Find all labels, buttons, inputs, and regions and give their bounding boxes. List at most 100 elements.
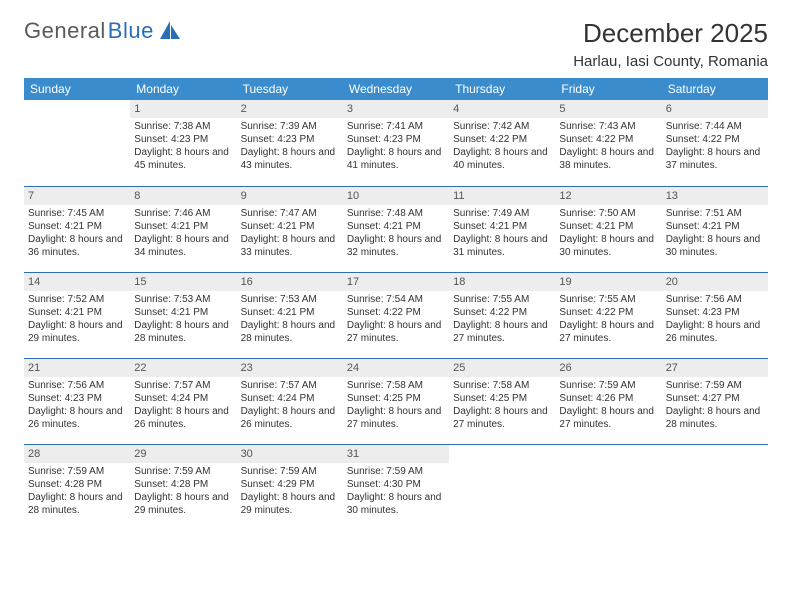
sunrise-text: Sunrise: 7:54 AM bbox=[347, 293, 445, 306]
weekday-header: Saturday bbox=[662, 78, 768, 100]
calendar-day-cell: 5Sunrise: 7:43 AMSunset: 4:22 PMDaylight… bbox=[555, 100, 661, 186]
day-body: Sunrise: 7:47 AMSunset: 4:21 PMDaylight:… bbox=[237, 205, 343, 263]
calendar-day-cell: 17Sunrise: 7:54 AMSunset: 4:22 PMDayligh… bbox=[343, 272, 449, 358]
sunrise-text: Sunrise: 7:59 AM bbox=[666, 379, 764, 392]
daylight-text: Daylight: 8 hours and 41 minutes. bbox=[347, 146, 445, 172]
sunrise-text: Sunrise: 7:52 AM bbox=[28, 293, 126, 306]
day-body: Sunrise: 7:59 AMSunset: 4:27 PMDaylight:… bbox=[662, 377, 768, 435]
day-body: Sunrise: 7:56 AMSunset: 4:23 PMDaylight:… bbox=[662, 291, 768, 349]
daylight-text: Daylight: 8 hours and 26 minutes. bbox=[241, 405, 339, 431]
day-body: Sunrise: 7:59 AMSunset: 4:28 PMDaylight:… bbox=[130, 463, 236, 521]
day-number: 27 bbox=[662, 359, 768, 377]
sunrise-text: Sunrise: 7:45 AM bbox=[28, 207, 126, 220]
daylight-text: Daylight: 8 hours and 37 minutes. bbox=[666, 146, 764, 172]
daylight-text: Daylight: 8 hours and 29 minutes. bbox=[241, 491, 339, 517]
calendar-day-cell: 30Sunrise: 7:59 AMSunset: 4:29 PMDayligh… bbox=[237, 444, 343, 530]
calendar-day-cell: 7Sunrise: 7:45 AMSunset: 4:21 PMDaylight… bbox=[24, 186, 130, 272]
sunset-text: Sunset: 4:21 PM bbox=[134, 306, 232, 319]
daylight-text: Daylight: 8 hours and 28 minutes. bbox=[666, 405, 764, 431]
sunrise-text: Sunrise: 7:53 AM bbox=[134, 293, 232, 306]
sunset-text: Sunset: 4:21 PM bbox=[241, 220, 339, 233]
logo-sail-icon bbox=[160, 21, 182, 41]
sunrise-text: Sunrise: 7:59 AM bbox=[134, 465, 232, 478]
daylight-text: Daylight: 8 hours and 30 minutes. bbox=[666, 233, 764, 259]
sunrise-text: Sunrise: 7:57 AM bbox=[241, 379, 339, 392]
day-number: 5 bbox=[555, 100, 661, 118]
day-number: 26 bbox=[555, 359, 661, 377]
day-number: 21 bbox=[24, 359, 130, 377]
weekday-header: Thursday bbox=[449, 78, 555, 100]
daylight-text: Daylight: 8 hours and 26 minutes. bbox=[666, 319, 764, 345]
calendar-day-cell: 3Sunrise: 7:41 AMSunset: 4:23 PMDaylight… bbox=[343, 100, 449, 186]
daylight-text: Daylight: 8 hours and 32 minutes. bbox=[347, 233, 445, 259]
sunrise-text: Sunrise: 7:53 AM bbox=[241, 293, 339, 306]
daylight-text: Daylight: 8 hours and 36 minutes. bbox=[28, 233, 126, 259]
calendar-day-cell: 31Sunrise: 7:59 AMSunset: 4:30 PMDayligh… bbox=[343, 444, 449, 530]
sunset-text: Sunset: 4:27 PM bbox=[666, 392, 764, 405]
calendar-day-cell: 18Sunrise: 7:55 AMSunset: 4:22 PMDayligh… bbox=[449, 272, 555, 358]
calendar-week-row: 14Sunrise: 7:52 AMSunset: 4:21 PMDayligh… bbox=[24, 272, 768, 358]
day-number: 29 bbox=[130, 445, 236, 463]
daylight-text: Daylight: 8 hours and 40 minutes. bbox=[453, 146, 551, 172]
day-number: 8 bbox=[130, 187, 236, 205]
day-number: 28 bbox=[24, 445, 130, 463]
weekday-header: Wednesday bbox=[343, 78, 449, 100]
calendar-day-cell: 8Sunrise: 7:46 AMSunset: 4:21 PMDaylight… bbox=[130, 186, 236, 272]
sunrise-text: Sunrise: 7:47 AM bbox=[241, 207, 339, 220]
day-body: Sunrise: 7:59 AMSunset: 4:29 PMDaylight:… bbox=[237, 463, 343, 521]
day-body: Sunrise: 7:51 AMSunset: 4:21 PMDaylight:… bbox=[662, 205, 768, 263]
day-body: Sunrise: 7:59 AMSunset: 4:28 PMDaylight:… bbox=[24, 463, 130, 521]
sunset-text: Sunset: 4:28 PM bbox=[28, 478, 126, 491]
day-body: Sunrise: 7:53 AMSunset: 4:21 PMDaylight:… bbox=[237, 291, 343, 349]
day-number: 12 bbox=[555, 187, 661, 205]
weekday-header: Friday bbox=[555, 78, 661, 100]
sunset-text: Sunset: 4:21 PM bbox=[666, 220, 764, 233]
day-body: Sunrise: 7:57 AMSunset: 4:24 PMDaylight:… bbox=[130, 377, 236, 435]
day-number: 3 bbox=[343, 100, 449, 118]
day-body: Sunrise: 7:58 AMSunset: 4:25 PMDaylight:… bbox=[449, 377, 555, 435]
calendar-day-cell: 2Sunrise: 7:39 AMSunset: 4:23 PMDaylight… bbox=[237, 100, 343, 186]
sunset-text: Sunset: 4:23 PM bbox=[241, 133, 339, 146]
sunset-text: Sunset: 4:22 PM bbox=[347, 306, 445, 319]
calendar-day-cell: 20Sunrise: 7:56 AMSunset: 4:23 PMDayligh… bbox=[662, 272, 768, 358]
day-body: Sunrise: 7:55 AMSunset: 4:22 PMDaylight:… bbox=[555, 291, 661, 349]
day-number: 6 bbox=[662, 100, 768, 118]
calendar-day-cell: . bbox=[24, 100, 130, 186]
sunset-text: Sunset: 4:25 PM bbox=[347, 392, 445, 405]
daylight-text: Daylight: 8 hours and 43 minutes. bbox=[241, 146, 339, 172]
day-body: Sunrise: 7:59 AMSunset: 4:30 PMDaylight:… bbox=[343, 463, 449, 521]
day-number: 15 bbox=[130, 273, 236, 291]
sunrise-text: Sunrise: 7:48 AM bbox=[347, 207, 445, 220]
day-body: Sunrise: 7:49 AMSunset: 4:21 PMDaylight:… bbox=[449, 205, 555, 263]
daylight-text: Daylight: 8 hours and 27 minutes. bbox=[453, 319, 551, 345]
day-number: 23 bbox=[237, 359, 343, 377]
calendar-week-row: 7Sunrise: 7:45 AMSunset: 4:21 PMDaylight… bbox=[24, 186, 768, 272]
sunrise-text: Sunrise: 7:42 AM bbox=[453, 120, 551, 133]
daylight-text: Daylight: 8 hours and 30 minutes. bbox=[559, 233, 657, 259]
calendar-day-cell: 11Sunrise: 7:49 AMSunset: 4:21 PMDayligh… bbox=[449, 186, 555, 272]
title-block: December 2025 Harlau, Iasi County, Roman… bbox=[573, 18, 768, 70]
calendar-day-cell: 14Sunrise: 7:52 AMSunset: 4:21 PMDayligh… bbox=[24, 272, 130, 358]
sunrise-text: Sunrise: 7:38 AM bbox=[134, 120, 232, 133]
sunset-text: Sunset: 4:22 PM bbox=[559, 306, 657, 319]
sunrise-text: Sunrise: 7:55 AM bbox=[453, 293, 551, 306]
day-number: 11 bbox=[449, 187, 555, 205]
sunset-text: Sunset: 4:28 PM bbox=[134, 478, 232, 491]
sunrise-text: Sunrise: 7:46 AM bbox=[134, 207, 232, 220]
sunset-text: Sunset: 4:22 PM bbox=[666, 133, 764, 146]
calendar-body: .1Sunrise: 7:38 AMSunset: 4:23 PMDayligh… bbox=[24, 100, 768, 530]
day-body: Sunrise: 7:41 AMSunset: 4:23 PMDaylight:… bbox=[343, 118, 449, 176]
sunrise-text: Sunrise: 7:55 AM bbox=[559, 293, 657, 306]
sunrise-text: Sunrise: 7:49 AM bbox=[453, 207, 551, 220]
day-number: 24 bbox=[343, 359, 449, 377]
sunset-text: Sunset: 4:23 PM bbox=[347, 133, 445, 146]
calendar-day-cell: 13Sunrise: 7:51 AMSunset: 4:21 PMDayligh… bbox=[662, 186, 768, 272]
sunset-text: Sunset: 4:23 PM bbox=[28, 392, 126, 405]
day-body: Sunrise: 7:48 AMSunset: 4:21 PMDaylight:… bbox=[343, 205, 449, 263]
day-number: 31 bbox=[343, 445, 449, 463]
location-text: Harlau, Iasi County, Romania bbox=[573, 53, 768, 70]
sunset-text: Sunset: 4:26 PM bbox=[559, 392, 657, 405]
day-number: 10 bbox=[343, 187, 449, 205]
sunset-text: Sunset: 4:21 PM bbox=[453, 220, 551, 233]
sunrise-text: Sunrise: 7:58 AM bbox=[347, 379, 445, 392]
